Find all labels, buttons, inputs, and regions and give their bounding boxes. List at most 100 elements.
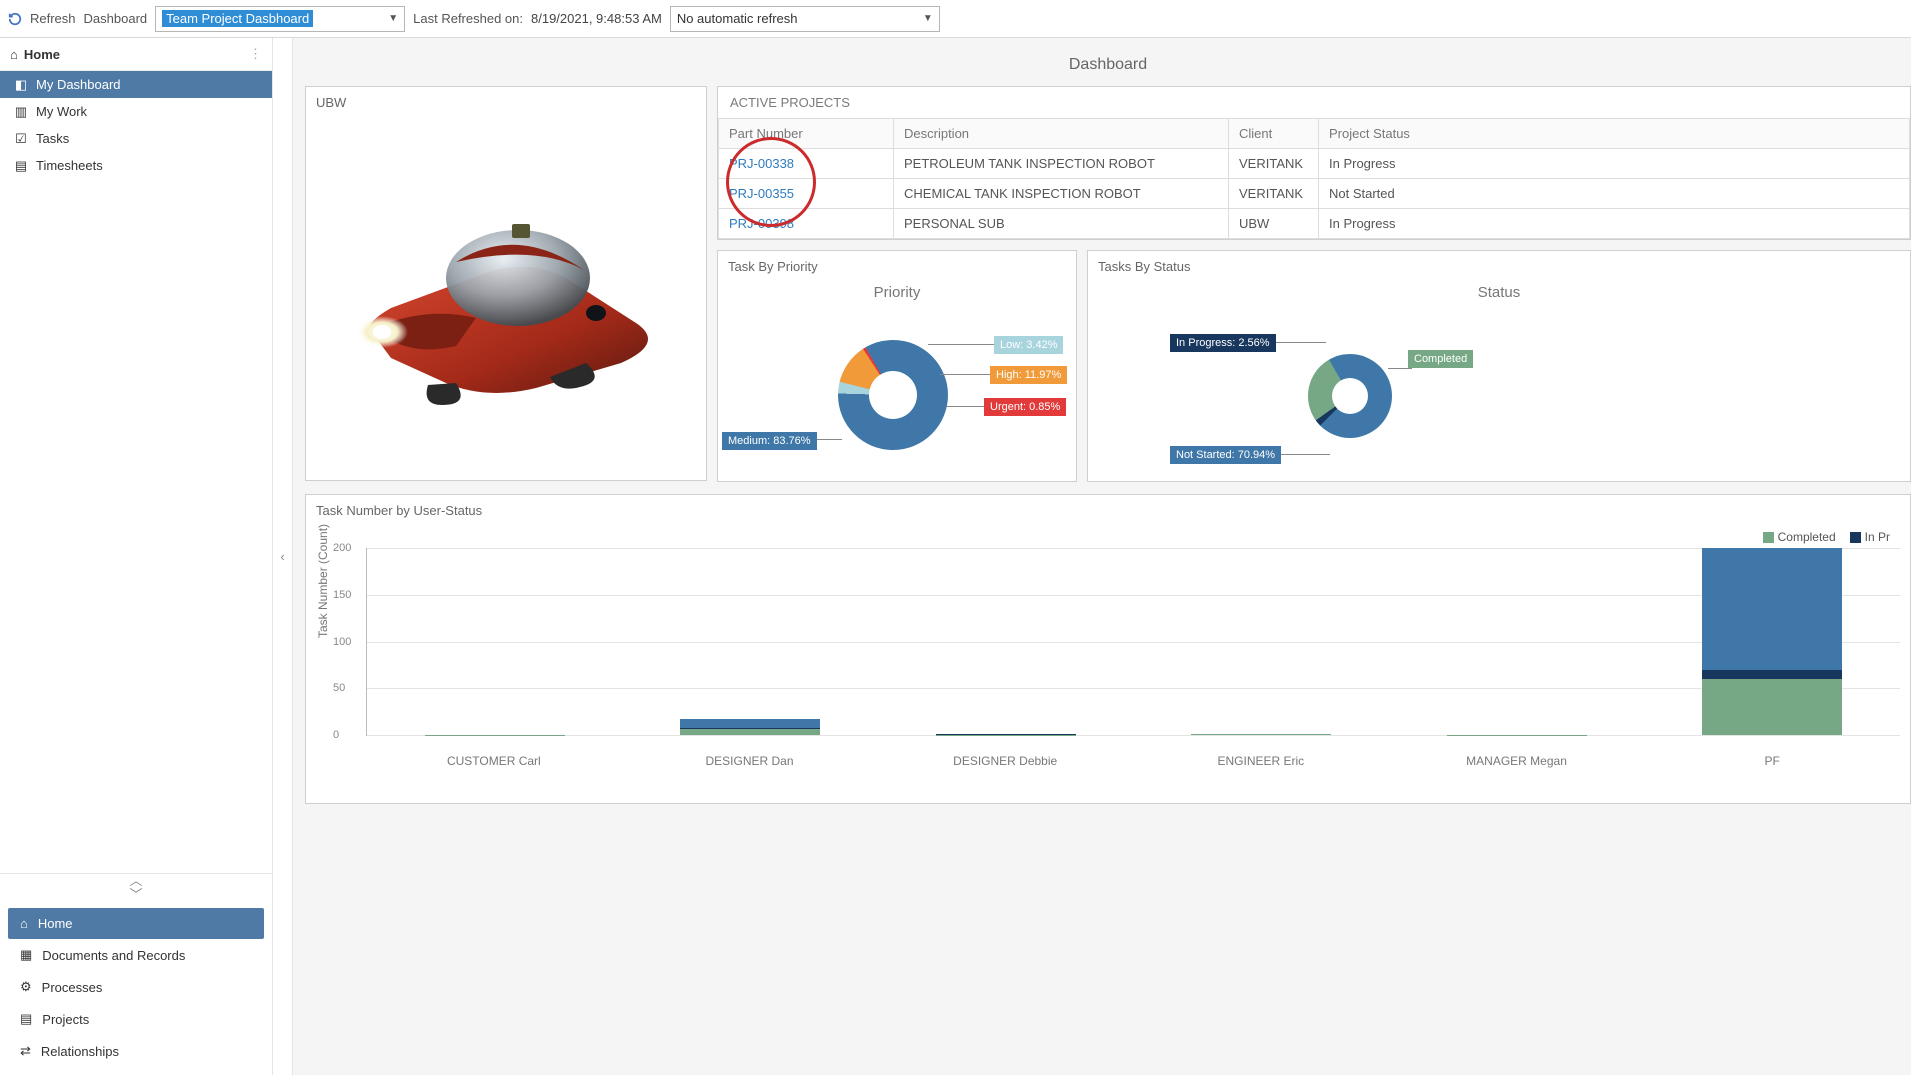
panel-active-projects-title: ACTIVE PROJECTS [718,87,1910,118]
cell: Not Started [1319,179,1910,209]
nav-label: Tasks [36,131,69,146]
cell: CHEMICAL TANK INSPECTION ROBOT [894,179,1229,209]
nav-icon: ▦ [20,947,32,963]
bar-col [367,548,623,735]
y-tick: 200 [333,542,351,554]
x-label: DESIGNER Dan [622,754,878,768]
leader-line [1388,368,1412,369]
sidebar-item-my-dashboard[interactable]: ◧My Dashboard [0,71,272,98]
bar-chart-area: Task Number (Count) 050100150200 CUSTOME… [306,548,1910,768]
panel-task-number-user-status: Task Number by User-Status CompletedIn P… [305,494,1911,804]
chart-badge: Not Started: 70.94% [1170,446,1281,464]
bar-chart-ylabel: Task Number (Count) [316,524,330,638]
sidebar-home-row[interactable]: ⌂Home ⋮ [0,38,272,71]
x-label: CUSTOMER Carl [366,754,622,768]
cell: VERITANK [1229,149,1319,179]
collapse-sidebar-button[interactable]: ‹ [273,38,293,1075]
bar-col [1645,548,1901,735]
kebab-icon[interactable]: ⋮ [249,46,262,62]
dashboard-select[interactable]: Team Project Dasbhoard ▼ [155,6,405,32]
sidebar-item-my-work[interactable]: ▥ My Work [0,98,272,125]
leader-line [940,374,990,375]
col-client[interactable]: Client [1229,119,1319,149]
sidebar-bottom-home[interactable]: ⌂ Home [8,908,264,939]
y-tick: 50 [333,682,345,694]
nav-label: My Work [36,104,87,119]
auto-refresh-value: No automatic refresh [677,11,798,26]
bar-col [878,548,1134,735]
table-row: PRJ-00398PERSONAL SUBUBWIn Progress [719,209,1910,239]
bar-col [623,548,879,735]
chevron-up-icon[interactable]: ︿ [0,874,272,888]
nav-label: Relationships [41,1044,119,1059]
chevron-down-icon: ▼ [923,13,933,24]
sidebar-item-timesheets[interactable]: ▤ Timesheets [0,152,272,179]
refresh-button[interactable]: Refresh [30,11,76,26]
panel-task-by-status: Tasks By Status Status In Progress: 2.56… [1087,250,1911,482]
y-tick: 0 [333,729,339,741]
priority-chart-title: Priority [718,284,1076,301]
leader-line [928,344,994,345]
bar-segment-notstarted [1702,548,1842,670]
x-label: ENGINEER Eric [1133,754,1389,768]
cell: In Progress [1319,149,1910,179]
nav-icon: ▤ [14,159,28,173]
x-label: MANAGER Megan [1389,754,1645,768]
leader-line [1274,342,1326,343]
project-link[interactable]: PRJ-00355 [719,179,894,209]
auto-refresh-select[interactable]: No automatic refresh ▼ [670,6,940,32]
nav-icon: ⚙ [20,979,32,995]
dashboard-title: Dashboard [305,56,1911,74]
cell: VERITANK [1229,179,1319,209]
nav-label: Home [38,916,73,931]
bar-segment-completed [680,729,820,735]
sidebar-item-tasks[interactable]: ☑ Tasks [0,125,272,152]
sidebar-bottom-processes[interactable]: ⚙ Processes [8,971,264,1003]
nav-icon: ☑ [14,132,28,146]
col-part-number[interactable]: Part Number [719,119,894,149]
dashboard-select-value: Team Project Dasbhoard [162,10,313,27]
home-label: Home [24,47,60,62]
project-link[interactable]: PRJ-00338 [719,149,894,179]
bar-col [1134,548,1390,735]
bar-chart-legend: CompletedIn Pr [306,526,1910,548]
bar-segment-notstarted [680,719,820,728]
nav-label: Processes [42,980,103,995]
nav-label: Timesheets [36,158,103,173]
chart-badge: Completed [1408,350,1473,368]
nav-label: Documents and Records [42,948,185,963]
main-content: Dashboard UBW [293,38,1911,1075]
col-description[interactable]: Description [894,119,1229,149]
dashboard-label: Dashboard [84,11,148,26]
panel-ubw: UBW [305,86,707,481]
y-tick: 150 [333,589,351,601]
chart-badge: Low: 3.42% [994,336,1063,354]
col-project-status[interactable]: Project Status [1319,119,1910,149]
nav-icon: ◧ [14,78,28,92]
legend-swatch [1763,532,1774,543]
donut-chart [1308,354,1392,438]
table-row: PRJ-00338PETROLEUM TANK INSPECTION ROBOT… [719,149,1910,179]
project-link[interactable]: PRJ-00398 [719,209,894,239]
nav-label: Projects [42,1012,89,1027]
cell: In Progress [1319,209,1910,239]
chevron-down-icon[interactable]: ﹀ [0,888,272,902]
panel-tnus-title: Task Number by User-Status [306,495,1910,526]
sidebar-bottom-documents-and-records[interactable]: ▦ Documents and Records [8,939,264,971]
nav-icon: ▤ [20,1011,32,1027]
sidebar-bottom-projects[interactable]: ▤ Projects [8,1003,264,1035]
nav-icon: ▥ [14,105,28,119]
refresh-icon[interactable] [8,12,22,26]
cell: UBW [1229,209,1319,239]
status-chart-title: Status [1088,284,1910,301]
panel-active-projects: ACTIVE PROJECTS Part NumberDescriptionCl… [717,86,1911,240]
bar-segment-in-progress [1702,670,1842,679]
top-toolbar: Refresh Dashboard Team Project Dasbhoard… [0,0,1911,38]
sidebar-bottom-relationships[interactable]: ⇄ Relationships [8,1035,264,1067]
panel-task-by-status-title: Tasks By Status [1088,251,1910,282]
table-row: PRJ-00355CHEMICAL TANK INSPECTION ROBOTV… [719,179,1910,209]
chart-badge: Urgent: 0.85% [984,398,1066,416]
donut-chart [838,340,948,450]
nav-icon: ⇄ [20,1043,31,1059]
nav-icon: ⌂ [20,916,28,931]
